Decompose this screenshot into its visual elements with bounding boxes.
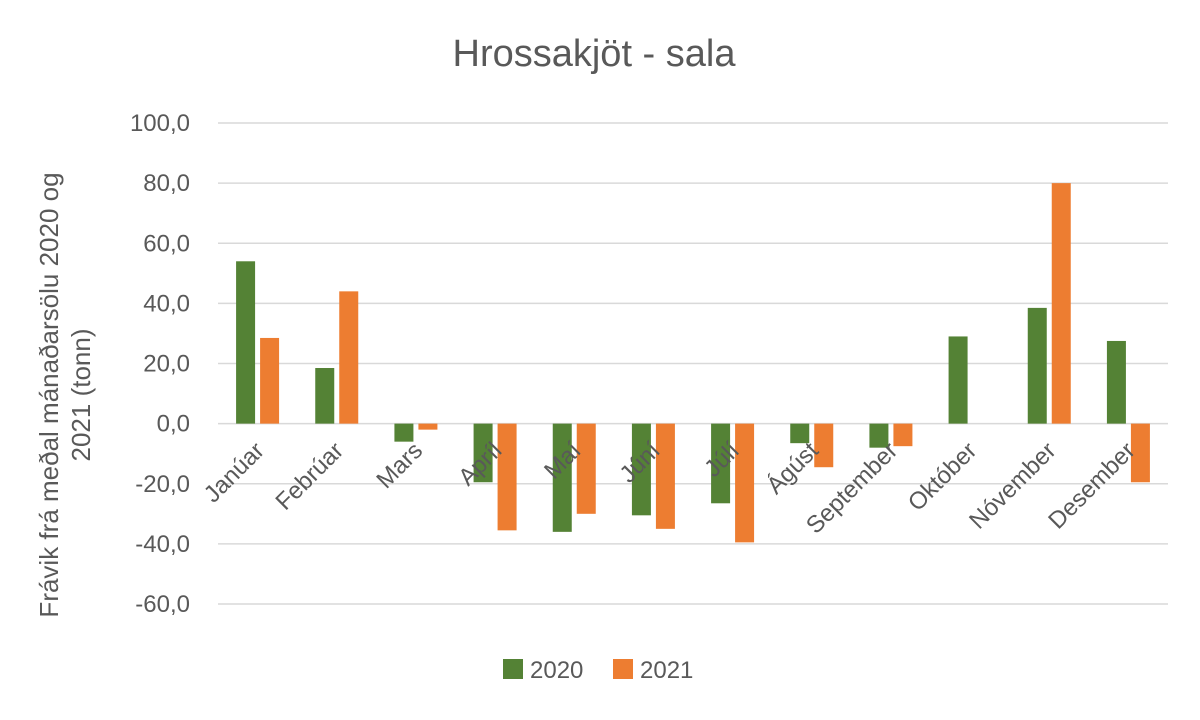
bar-2021-September — [893, 423, 913, 447]
y-tick-label: 20,0 — [143, 351, 190, 378]
y-tick-label: -40,0 — [135, 531, 190, 558]
bar-2020-Mars — [394, 423, 414, 442]
x-tick-label: Desember — [1043, 437, 1140, 534]
bar-2020-Október — [948, 336, 968, 424]
y-tick-label: 100,0 — [130, 110, 190, 137]
bar-2021-Júlí — [735, 423, 755, 543]
legend-swatch-2020 — [503, 659, 523, 679]
bar-2020-Nóvember — [1027, 307, 1047, 424]
legend-swatch-2021 — [613, 659, 633, 679]
y-axis-title-line-1: Frávik frá meðal mánaðarsölu 2020 og — [34, 172, 64, 617]
y-tick-label: -20,0 — [135, 471, 190, 498]
bar-2021-Janúar — [260, 337, 280, 424]
bar-2020-Apríl — [473, 423, 493, 483]
bar-2021-Desember — [1130, 423, 1150, 483]
y-tick-label: 0,0 — [157, 411, 190, 438]
y-tick-label: 40,0 — [143, 290, 190, 317]
y-axis-title-line-2: 2021 (tonn) — [66, 329, 96, 462]
bar-2020-Júlí — [711, 423, 731, 504]
y-tick-label: 80,0 — [143, 170, 190, 197]
x-tick-label: Október — [903, 437, 982, 516]
bar-2021-Febrúar — [339, 291, 359, 424]
legend-label-2021: 2021 — [640, 657, 693, 684]
bar-2021-Apríl — [497, 423, 517, 531]
gridlines — [218, 122, 1168, 605]
bar-2020-Maí — [552, 423, 572, 532]
bar-2020-Desember — [1106, 340, 1126, 424]
bar-2021-Nóvember — [1051, 183, 1071, 424]
bar-2021-Maí — [576, 423, 596, 514]
chart-title: Hrossakjöt - sala — [453, 33, 737, 75]
bar-2020-Febrúar — [315, 368, 335, 424]
bar-2020-September — [869, 423, 889, 448]
bar-2020-Júní — [631, 423, 651, 516]
y-tick-label: 60,0 — [143, 230, 190, 257]
legend-label-2020: 2020 — [530, 657, 583, 684]
y-axis-title-group: Frávik frá meðal mánaðarsölu 2020 og 202… — [34, 172, 96, 617]
x-tick-label: Febrúar — [270, 437, 349, 516]
bar-2021-Júní — [655, 423, 675, 529]
legend: 2020 2021 — [503, 657, 693, 684]
bar-2021-Ágúst — [814, 423, 834, 468]
y-tick-label: -60,0 — [135, 591, 190, 618]
bars — [236, 183, 1150, 543]
y-axis-ticks: 100,0 80,0 60,0 40,0 20,0 0,0 -20,0 -40,0 -60,0 — [130, 110, 190, 618]
x-tick-label: Janúar — [199, 437, 270, 508]
bar-2020-Janúar — [236, 261, 256, 424]
bar-2021-Mars — [418, 423, 438, 430]
bar-2020-Ágúst — [790, 423, 810, 444]
x-tick-label: Mars — [371, 437, 428, 494]
